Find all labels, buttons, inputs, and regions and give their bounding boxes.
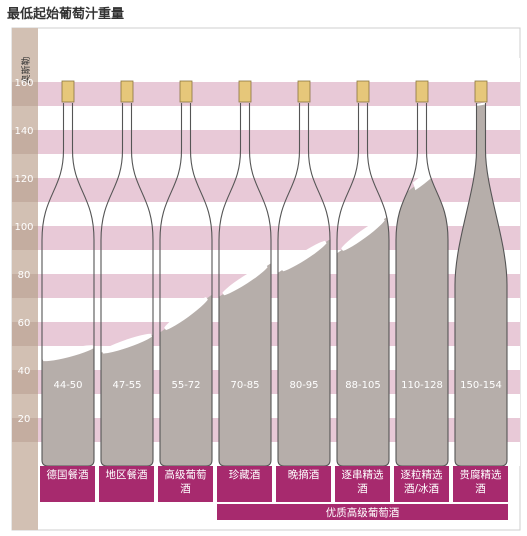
wine-surface-2 xyxy=(100,333,154,354)
axis-band xyxy=(12,154,38,178)
grid-band xyxy=(38,178,520,202)
y-tick-label: 60 xyxy=(18,318,31,329)
grid-band xyxy=(38,82,520,106)
cork-8 xyxy=(474,80,488,103)
y-tick-label: 20 xyxy=(18,414,31,425)
axis-band xyxy=(12,322,38,346)
y-tick-label: 160 xyxy=(14,78,33,89)
wine-fill-3 xyxy=(160,293,212,466)
wine-fill-5 xyxy=(278,238,330,466)
y-tick-label: 140 xyxy=(14,126,33,137)
range-label-6: 88-105 xyxy=(345,380,380,391)
axis-band xyxy=(12,130,38,154)
range-label-5: 80-95 xyxy=(289,380,318,391)
wine-surface-6 xyxy=(340,217,386,252)
wine-fill-4 xyxy=(219,262,271,466)
category-label-3: 酒 xyxy=(180,482,191,495)
grid-band xyxy=(38,130,520,154)
category-box-7 xyxy=(394,466,449,502)
group-label: 优质高级葡萄酒 xyxy=(326,506,400,519)
cork-5 xyxy=(297,80,311,103)
cork-2 xyxy=(120,80,134,103)
axis-band xyxy=(12,58,38,82)
category-box-3 xyxy=(158,466,213,502)
y-axis-label: 奥斯勒 xyxy=(20,56,32,83)
y-tick-label: 100 xyxy=(14,222,33,233)
category-box-8 xyxy=(453,466,508,502)
axis-band xyxy=(12,418,38,442)
wine-surface-4 xyxy=(221,264,269,296)
axis-band xyxy=(12,394,38,418)
wine-fill-1 xyxy=(42,346,94,466)
axis-band xyxy=(12,178,38,202)
range-label-4: 70-85 xyxy=(230,380,259,391)
cork-3 xyxy=(179,80,193,103)
wine-surface-3 xyxy=(163,296,209,331)
wine-surface-1 xyxy=(40,345,96,362)
category-label-7: 酒/冰酒 xyxy=(404,482,440,495)
range-label-2: 47-55 xyxy=(112,380,141,391)
wine-fill-7 xyxy=(396,158,448,466)
category-box-4 xyxy=(217,466,272,502)
chart-title: 最低起始葡萄汁重量 xyxy=(7,6,124,22)
category-box-6 xyxy=(335,466,390,502)
axis-band xyxy=(12,442,38,466)
axis-band xyxy=(12,274,38,298)
cork-1 xyxy=(61,80,75,103)
axis-band xyxy=(12,298,38,322)
range-label-3: 55-72 xyxy=(171,380,200,391)
axis-band xyxy=(12,226,38,250)
wine-fill-2 xyxy=(101,334,153,466)
category-label-4: 珍藏酒 xyxy=(229,468,261,481)
cork-7 xyxy=(415,80,429,103)
axis-band xyxy=(12,202,38,226)
category-box-1 xyxy=(40,466,95,502)
cork-6 xyxy=(356,80,370,103)
category-label-1: 德国餐酒 xyxy=(47,468,89,481)
category-label-2: 地区餐酒 xyxy=(106,468,148,481)
y-tick-label: 40 xyxy=(18,366,31,377)
axis-band xyxy=(12,370,38,394)
range-label-8: 150-154 xyxy=(460,380,502,391)
category-label-3: 高级葡萄 xyxy=(165,468,207,481)
y-tick-label: 120 xyxy=(14,174,33,185)
range-label-7: 110-128 xyxy=(401,380,443,391)
category-label-8: 酒 xyxy=(475,482,486,495)
category-box-2 xyxy=(99,466,154,502)
axis-band xyxy=(12,346,38,370)
grid-band xyxy=(38,106,520,130)
category-label-6: 酒 xyxy=(357,482,368,495)
category-label-5: 晚摘酒 xyxy=(288,468,320,481)
range-label-1: 44-50 xyxy=(53,380,82,391)
y-tick-label: 80 xyxy=(18,270,31,281)
axis-band xyxy=(12,82,38,106)
axis-band xyxy=(12,250,38,274)
axis-band xyxy=(12,106,38,130)
cork-4 xyxy=(238,80,252,103)
wine-surface-5 xyxy=(280,240,328,272)
category-box-5 xyxy=(276,466,331,502)
category-label-7: 逐粒精选 xyxy=(401,468,443,481)
grid-band xyxy=(38,154,520,178)
category-label-6: 逐串精选 xyxy=(342,468,384,481)
wine-fill-6 xyxy=(337,214,389,466)
category-label-8: 贵腐精选 xyxy=(460,468,502,481)
group-box xyxy=(217,504,508,520)
grid-band xyxy=(38,58,520,82)
